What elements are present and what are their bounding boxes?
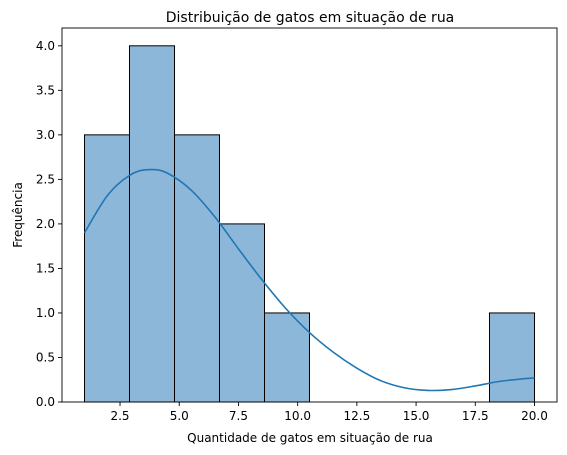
y-axis-ticks: 0.0 0.5 1.0 1.5 2.0 2.5 3.0 3.5 4.0 <box>36 39 62 409</box>
y-tick-label: 4.0 <box>36 39 55 53</box>
x-tick-label: 12.5 <box>344 409 371 423</box>
y-tick-label: 2.5 <box>36 172 55 186</box>
x-tick-label: 7.5 <box>229 409 248 423</box>
y-axis-label: Frequência <box>11 182 25 248</box>
x-axis-label: Quantidade de gatos em situação de rua <box>187 431 433 445</box>
kde-curve <box>83 168 535 392</box>
histogram-bar-4 <box>264 312 310 403</box>
x-tick-label: 10.0 <box>284 409 311 423</box>
y-tick-label: 2.0 <box>36 217 55 231</box>
y-tick-label: 3.5 <box>36 83 55 97</box>
y-tick-label: 3.0 <box>36 128 55 142</box>
plot-frame <box>61 27 558 403</box>
x-tick-label: 2.5 <box>110 409 129 423</box>
x-tick-label: 15.0 <box>403 409 430 423</box>
histogram-bar-2 <box>174 134 220 403</box>
histogram-bars <box>84 45 535 403</box>
histogram-bar-1 <box>129 45 175 403</box>
y-tick-label: 0.0 <box>36 395 55 409</box>
chart-title: Distribuição de gatos em situação de rua <box>166 10 455 26</box>
y-tick-label: 1.5 <box>36 261 55 275</box>
histogram-bar-9 <box>489 312 535 403</box>
y-tick-label: 1.0 <box>36 306 55 320</box>
x-tick-label: 5.0 <box>170 409 189 423</box>
y-tick-label: 0.5 <box>36 350 55 364</box>
x-tick-label: 17.5 <box>462 409 489 423</box>
x-axis-ticks: 2.5 5.0 7.5 10.0 12.5 15.0 17.5 20.0 <box>110 402 548 423</box>
x-tick-label: 20.0 <box>521 409 548 423</box>
histogram-bar-3 <box>219 223 265 403</box>
histogram-bar-0 <box>84 134 130 403</box>
